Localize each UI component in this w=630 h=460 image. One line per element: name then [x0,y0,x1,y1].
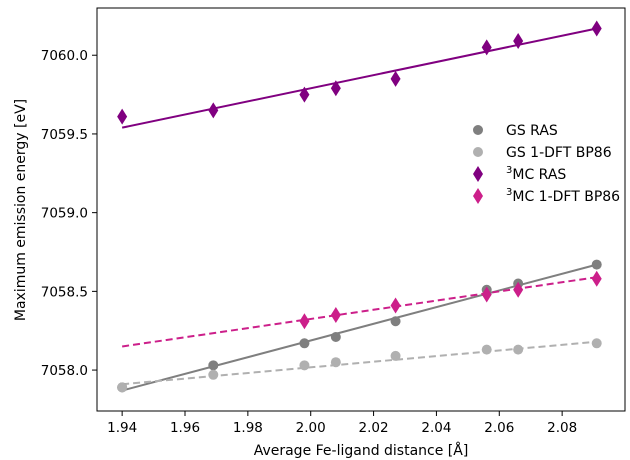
x-tick-label: 2.02 [359,420,389,436]
data-point-circle [330,332,341,343]
x-tick-label: 1.94 [107,420,137,436]
legend-marker [473,188,483,204]
x-tick-label: 1.98 [233,420,263,436]
data-point-diamond [299,313,310,330]
data-point-circle [117,382,128,393]
data-point-circle [481,344,492,355]
y-axis-label: Maximum emission energy [eV] [13,99,29,321]
legend-marker [473,166,483,182]
data-point-diamond [117,108,128,125]
legend-label: 3MC 1-DFT BP86 [506,187,620,205]
data-point-circle [390,316,401,327]
data-point-diamond [591,20,602,37]
legend-label: GS 1-DFT BP86 [506,145,612,161]
x-tick-label: 1.96 [170,420,200,436]
data-point-circle [330,357,341,368]
x-axis-label: Average Fe-ligand distance [Å] [254,442,469,459]
legend-marker [473,125,483,135]
data-point-diamond [390,70,401,87]
data-point-circle [591,259,602,270]
data-point-diamond [481,286,492,303]
data-point-diamond [481,39,492,56]
y-tick-label: 7060.0 [41,48,88,64]
plot-area [96,7,626,412]
legend-label: GS RAS [506,123,558,139]
data-point-circle [591,338,602,349]
x-tick-label: 2.00 [296,420,326,436]
data-point-diamond [330,80,341,97]
data-point-diamond [513,33,524,50]
legend-label: 3MC RAS [506,165,566,183]
data-point-circle [299,360,310,371]
data-point-circle [390,350,401,361]
y-tick-label: 7058.0 [41,363,88,379]
data-point-diamond [299,86,310,103]
data-point-diamond [208,102,219,119]
y-tick-label: 7059.0 [41,206,88,222]
data-point-diamond [513,281,524,298]
data-point-diamond [390,297,401,314]
data-point-circle [208,360,219,371]
data-point-circle [208,369,219,380]
data-point-diamond [330,306,341,323]
x-tick-label: 2.04 [421,420,451,436]
data-point-circle [299,338,310,349]
legend-marker [473,147,483,157]
x-tick-label: 2.06 [484,420,514,436]
y-tick-label: 7058.5 [41,284,88,300]
data-point-circle [513,344,524,355]
y-tick-label: 7059.5 [41,127,88,143]
data-point-diamond [591,270,602,287]
x-tick-label: 2.08 [547,420,577,436]
legend: GS RAS GS 1-DFT BP86 3MC RAS 3MC 1-DFT BP86 [473,123,620,205]
data-points [117,20,602,393]
tick-layer: 1.94 1.96 1.98 2.00 2.02 2.04 2.06 2.08 7058.0 70… [41,48,577,436]
